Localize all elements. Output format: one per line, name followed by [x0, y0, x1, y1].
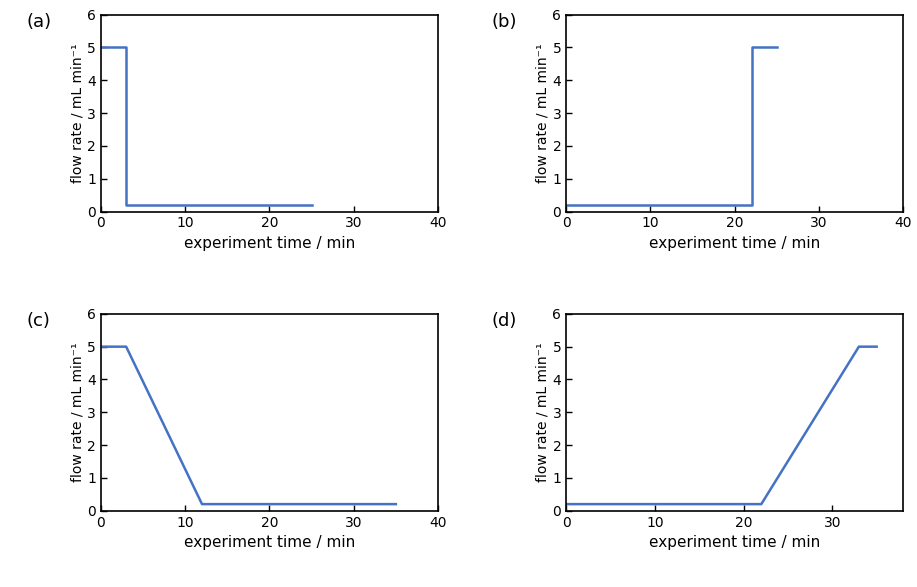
Text: (d): (d) [492, 312, 517, 330]
X-axis label: experiment time / min: experiment time / min [183, 236, 355, 251]
Y-axis label: flow rate / mL min⁻¹: flow rate / mL min⁻¹ [536, 43, 549, 183]
Y-axis label: flow rate / mL min⁻¹: flow rate / mL min⁻¹ [71, 342, 84, 482]
Text: (b): (b) [492, 13, 517, 31]
Y-axis label: flow rate / mL min⁻¹: flow rate / mL min⁻¹ [536, 342, 549, 482]
X-axis label: experiment time / min: experiment time / min [649, 236, 821, 251]
X-axis label: experiment time / min: experiment time / min [183, 535, 355, 550]
Text: (a): (a) [27, 13, 52, 31]
X-axis label: experiment time / min: experiment time / min [649, 535, 821, 550]
Y-axis label: flow rate / mL min⁻¹: flow rate / mL min⁻¹ [71, 43, 84, 183]
Text: (c): (c) [27, 312, 50, 330]
